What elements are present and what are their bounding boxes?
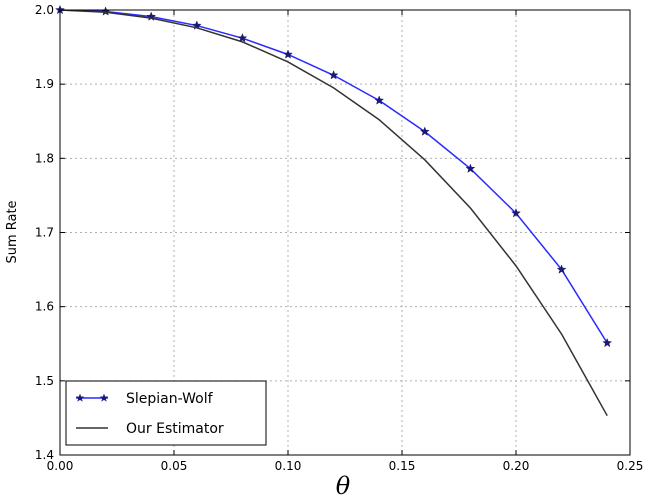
series-0-point — [237, 32, 248, 43]
series-0-point — [374, 95, 385, 105]
y-tick-label: 1.8 — [35, 151, 54, 165]
y-tick-label: 1.7 — [35, 226, 54, 240]
y-tick-label: 1.4 — [35, 448, 54, 462]
legend-star-marker — [99, 393, 109, 402]
legend-star-marker — [75, 393, 85, 402]
series-line-1 — [59, 9, 608, 417]
x-tick-label: 0.15 — [389, 459, 416, 473]
y-tick-label: 1.6 — [35, 300, 54, 314]
x-tick-label: 0.10 — [275, 459, 302, 473]
x-tick-label: 0.20 — [503, 459, 530, 473]
series-0-point — [556, 264, 567, 274]
legend-box — [65, 380, 267, 446]
y-axis-label: Sum Rate — [5, 200, 20, 263]
y-tick-label: 2.0 — [35, 3, 54, 17]
x-tick-label: 0.25 — [617, 459, 644, 473]
series-0-point — [465, 163, 476, 173]
x-tick-label: 0.05 — [161, 459, 188, 473]
legend-label-our-estimator: Our Estimator — [126, 421, 224, 437]
series-0-point — [419, 126, 430, 136]
y-tick-label: 1.9 — [35, 77, 54, 91]
y-tick-label: 1.5 — [35, 374, 54, 388]
x-tick-label: 0.00 — [47, 459, 74, 473]
axis-ticks: 0.00 0.05 0.10 0.15 0.20 0.25 1.4 1.5 1.6 1.7 1.8 1… — [35, 3, 643, 473]
legend-label-slepian-wolf: Slepian-Wolf — [126, 391, 214, 407]
series-0-point — [328, 70, 339, 80]
series-0-point — [602, 337, 613, 348]
legend: Slepian-Wolf Our Estimator — [65, 380, 267, 446]
series-0-point — [511, 208, 521, 218]
x-axis-label: θ — [336, 472, 351, 500]
series-0-point — [283, 49, 293, 59]
